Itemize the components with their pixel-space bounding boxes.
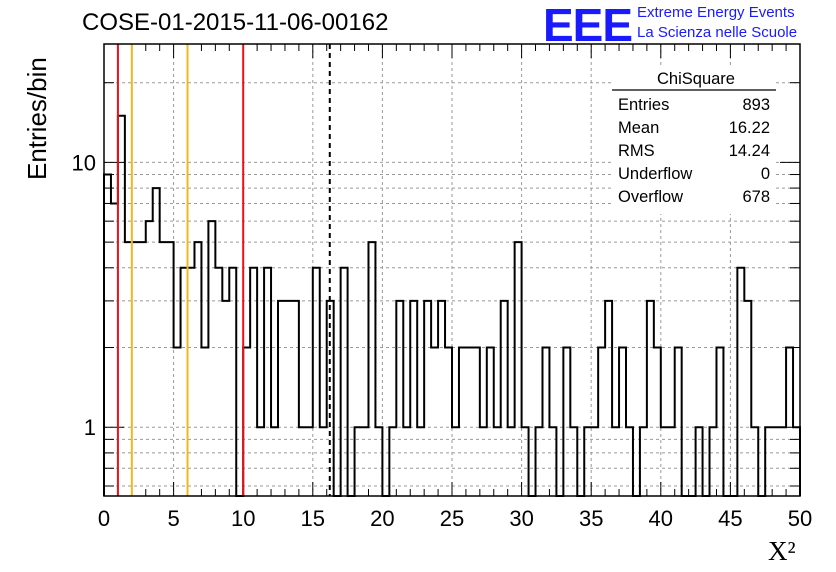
stats-row-label: RMS (618, 142, 655, 160)
eee-logo-mark: EEE (543, 0, 633, 51)
logo-line-1: Extreme Energy Events (637, 4, 795, 21)
chart-title: COSE-01-2015-11-06-00162 (82, 9, 389, 36)
stats-row-label: Underflow (618, 165, 692, 183)
stats-row-label: Entries (618, 96, 669, 114)
x-tick-label: 0 (98, 506, 110, 531)
x-tick-label: 40 (649, 506, 673, 531)
x-axis-label: X² (768, 536, 796, 566)
x-tick-label: 10 (231, 506, 255, 531)
stats-row-value: 14.24 (729, 142, 770, 160)
stats-row-value: 893 (742, 96, 770, 114)
x-tick-label: 20 (370, 506, 394, 531)
plot-frame (103, 43, 801, 497)
logo-line-2: La Scienza nelle Scuole (637, 24, 798, 41)
stats-row-value: 678 (742, 188, 770, 206)
stats-title: ChiSquare (657, 70, 735, 88)
stats-box: ChiSquare Entries 893 Mean 16.22 RMS 14.24 Unde… (612, 66, 776, 214)
stats-row-value: 0 (761, 165, 770, 183)
x-tick-label: 50 (788, 506, 812, 531)
x-tick-label: 25 (440, 506, 464, 531)
x-tick-label: 15 (301, 506, 325, 531)
y-tick-label: 1 (84, 415, 96, 440)
x-tick-label: 45 (718, 506, 742, 531)
stats-row-label: Overflow (618, 188, 683, 206)
x-tick-label: 35 (579, 506, 603, 531)
stats-row-label: Mean (618, 119, 659, 137)
stats-box-background (612, 66, 776, 214)
y-tick-label: 10 (72, 150, 96, 175)
tick-labels: 0 5 10 15 20 25 30 35 40 45 50 1 10 (72, 150, 813, 531)
x-tick-label: 30 (509, 506, 533, 531)
stats-row-value: 16.22 (729, 119, 770, 137)
histogram-outline (103, 114, 801, 497)
x-tick-label: 5 (167, 506, 179, 531)
reference-lines (116, 44, 331, 496)
